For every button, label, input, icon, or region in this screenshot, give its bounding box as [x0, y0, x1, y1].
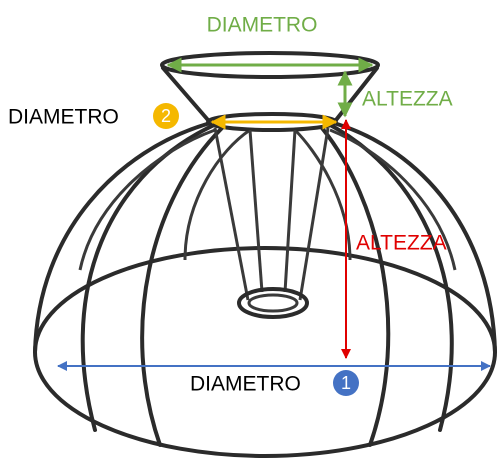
base-ring — [33, 246, 497, 458]
label: DIAMETRO — [190, 373, 301, 396]
dome-rib — [140, 126, 224, 447]
label: DIAMETRO — [8, 106, 119, 129]
strut — [248, 129, 264, 293]
strut — [283, 129, 297, 293]
inner-ring — [237, 287, 309, 319]
top-ring — [160, 51, 380, 79]
strut — [213, 127, 250, 301]
cone-side — [161, 66, 210, 122]
badge-number: 1 — [341, 373, 351, 393]
measurements — [57, 57, 491, 371]
badge-number: 2 — [161, 106, 171, 126]
dome-rib — [78, 128, 216, 271]
dome-rib — [33, 122, 209, 354]
dome-rib — [335, 122, 497, 354]
label: DIAMETRO — [207, 14, 318, 37]
label: ALTEZZA — [362, 88, 453, 111]
dome-rib — [183, 128, 251, 261]
labels: DIAMETRO ALTEZZA DIAMETRO 2 ALTEZZA DIAM… — [8, 14, 453, 396]
badge — [333, 370, 359, 396]
dome-rib — [320, 126, 391, 447]
inner-ring — [247, 293, 299, 313]
strut — [298, 127, 330, 301]
label: ALTEZZA — [356, 232, 447, 255]
dome-rib — [293, 128, 352, 261]
badge — [153, 103, 179, 129]
